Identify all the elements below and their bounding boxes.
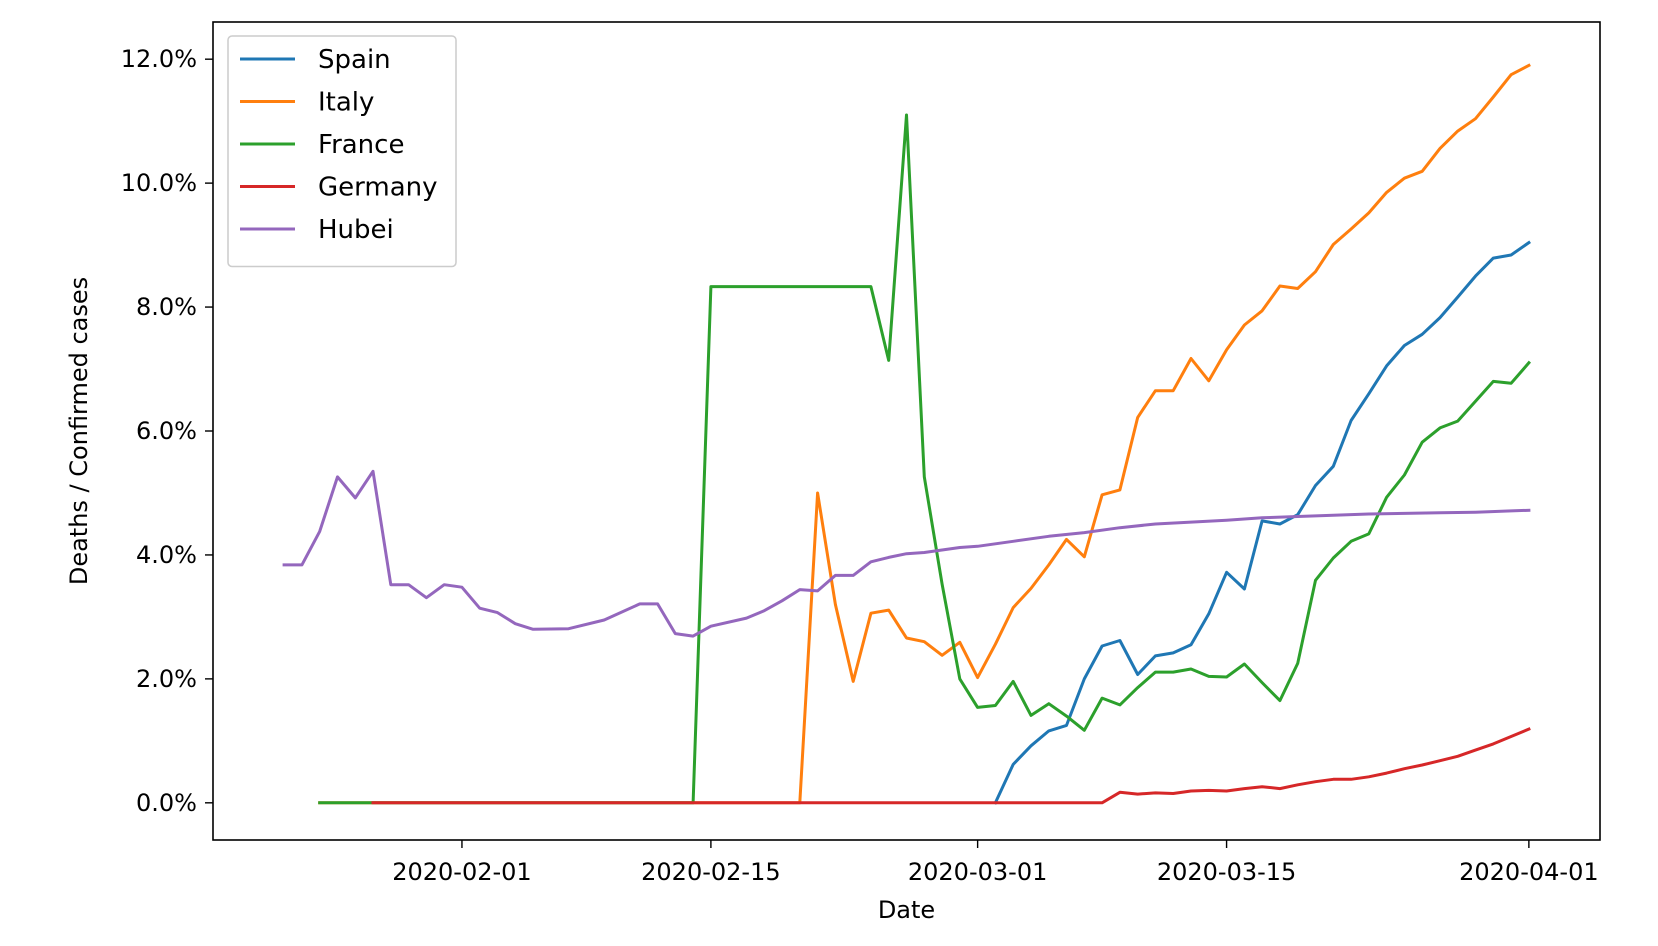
y-tick-label: 4.0% xyxy=(136,541,197,569)
series-line-germany xyxy=(371,727,1531,805)
series-line-spain xyxy=(993,240,1531,805)
y-tick-label: 12.0% xyxy=(121,45,197,73)
x-tick-label: 2020-03-15 xyxy=(1157,858,1296,886)
legend-label-spain: Spain xyxy=(318,45,391,75)
plot-frame xyxy=(212,21,1601,841)
x-tick-label: 2020-03-01 xyxy=(908,858,1047,886)
legend-label-germany: Germany xyxy=(318,173,438,203)
series-layer xyxy=(282,63,1532,805)
x-tick-label: 2020-02-01 xyxy=(392,858,531,886)
x-axis-title: Date xyxy=(878,896,935,924)
legend-label-france: France xyxy=(318,130,404,160)
y-tick-label: 0.0% xyxy=(136,789,197,817)
legend-label-hubei: Hubei xyxy=(318,215,394,245)
legend-box xyxy=(227,35,457,268)
x-tick-label: 2020-02-15 xyxy=(641,858,780,886)
legend-label-italy: Italy xyxy=(318,88,374,118)
series-line-hubei xyxy=(282,469,1531,638)
y-tick-label: 8.0% xyxy=(136,293,197,321)
x-tick-label: 2020-04-01 xyxy=(1459,858,1598,886)
axes-layer: 2020-02-01 2020-02-15 2020-03-01 2020-03-15… xyxy=(121,45,1599,886)
y-axis-title: Deaths / Confirmed cases xyxy=(65,277,93,585)
y-tick-label: 10.0% xyxy=(121,169,197,197)
y-tick-label: 2.0% xyxy=(136,665,197,693)
legend: Spain Italy France Germany Hubei xyxy=(227,35,457,268)
y-tick-label: 6.0% xyxy=(136,417,197,445)
